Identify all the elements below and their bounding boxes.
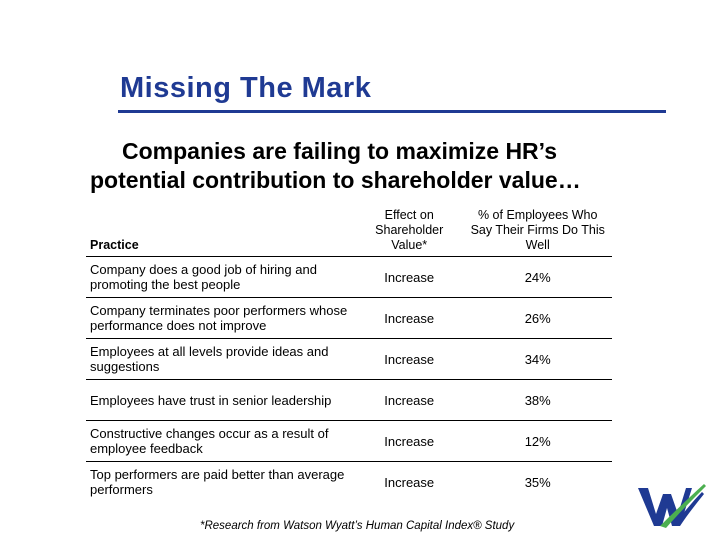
table-row: Company does a good job of hiring and pr… [86, 257, 612, 298]
header-effect: Effect on Shareholder Value* [375, 208, 444, 252]
table-row: Company terminates poor performers whose… [86, 298, 612, 339]
cell-effect: Increase [384, 351, 435, 367]
cell-practice: Top performers are paid better than aver… [90, 467, 345, 497]
cell-practice: Company terminates poor performers whose… [90, 303, 348, 333]
slide-subtitle: Companies are failing to maximize HR’s p… [60, 137, 720, 195]
cell-effect: Increase [384, 392, 435, 408]
table-row: Constructive changes occur as a result o… [86, 421, 612, 462]
cell-percent: 35% [524, 474, 551, 490]
cell-practice: Employees have trust in senior leadershi… [90, 392, 332, 408]
cell-percent: 34% [524, 351, 551, 367]
subtitle-line-2: potential contribution to shareholder va… [90, 167, 581, 193]
table-row: Employees have trust in senior leadershi… [86, 380, 612, 421]
cell-effect: Increase [384, 433, 435, 449]
title-underline [118, 110, 666, 113]
cell-effect: Increase [384, 269, 435, 285]
cell-percent: 26% [524, 310, 551, 326]
cell-practice: Constructive changes occur as a result o… [90, 426, 329, 456]
cell-percent: 12% [524, 433, 551, 449]
practices-table: Practice Effect on Shareholder Value* % … [86, 208, 612, 502]
table-row: Top performers are paid better than aver… [86, 462, 612, 503]
header-practice: Practice [90, 238, 139, 252]
footnote: *Research from Watson Wyatt’s Human Capi… [200, 520, 515, 532]
table-row: Employees at all levels provide ideas an… [86, 339, 612, 380]
cell-percent: 38% [524, 392, 551, 408]
cell-percent: 24% [524, 269, 551, 285]
logo-green-swoosh [660, 484, 706, 528]
subtitle-line-1: Companies are failing to maximize HR’s [122, 138, 557, 164]
cell-practice: Company does a good job of hiring and pr… [90, 262, 317, 292]
header-percent: % of Employees Who Say Their Firms Do Th… [470, 208, 605, 252]
cell-effect: Increase [384, 474, 435, 490]
slide-title: Missing The Mark [120, 72, 372, 104]
logo-blue-swoosh [676, 492, 704, 526]
watson-wyatt-logo-icon [638, 484, 706, 528]
table-header-row: Practice Effect on Shareholder Value* % … [86, 208, 612, 257]
logo-w-shape [638, 488, 692, 526]
cell-effect: Increase [384, 310, 435, 326]
cell-practice: Employees at all levels provide ideas an… [90, 344, 329, 374]
